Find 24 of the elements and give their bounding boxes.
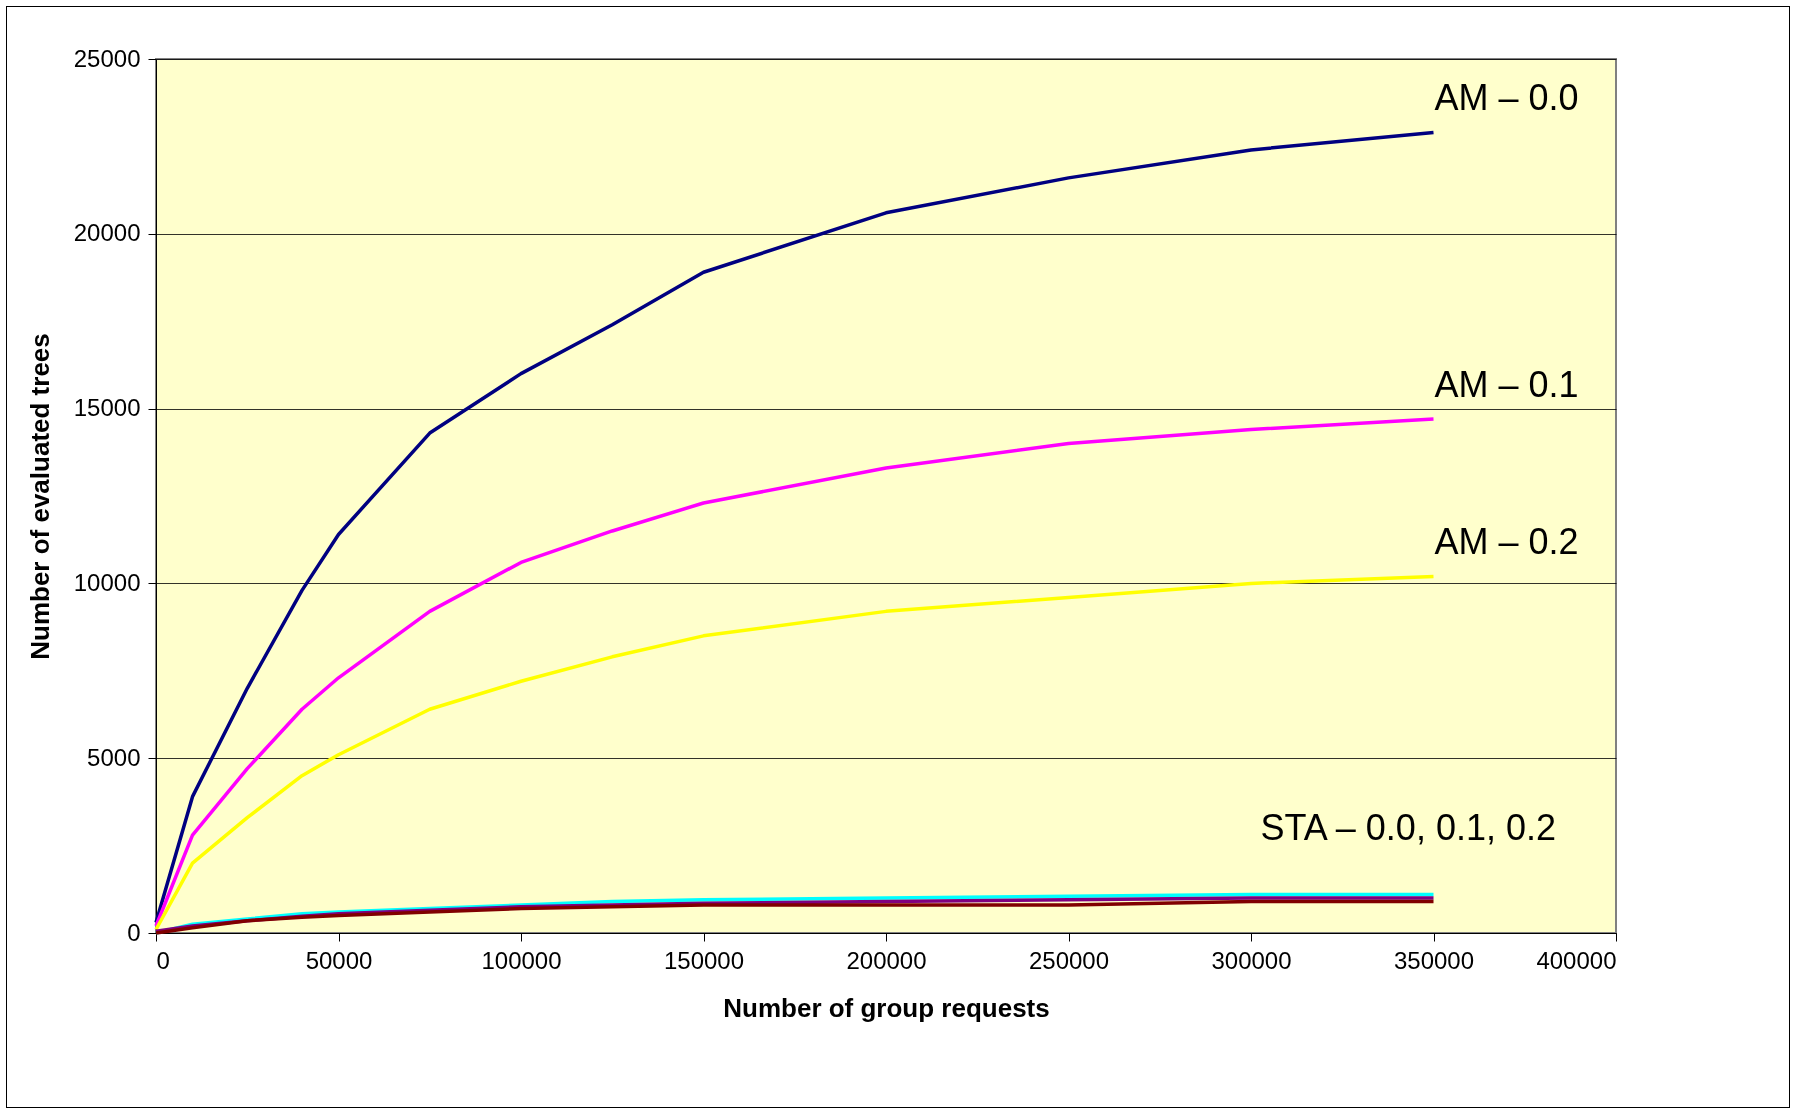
x-tick-label: 50000	[305, 946, 373, 974]
x-tick-label: 400000	[1536, 946, 1617, 974]
x-tick-label: 350000	[1393, 946, 1475, 974]
series-label: AM – 0.2	[1434, 521, 1579, 563]
x-tick-label: 0	[156, 946, 170, 974]
y-axis-title: Number of evaluated trees	[24, 333, 55, 660]
y-tick-label: 0	[127, 918, 141, 946]
annotation: STA – 0.0, 0.1, 0.2	[1260, 807, 1556, 848]
x-axis-title: Number of group requests	[723, 992, 1050, 1023]
line-series	[154, 574, 1436, 932]
line-series	[154, 417, 1436, 928]
series-label: AM – 0.0	[1434, 77, 1579, 119]
y-tick-label: 5000	[87, 743, 141, 771]
y-tick-label: 20000	[73, 219, 141, 247]
x-tick-label: 250000	[1028, 946, 1110, 974]
x-tick-label: 300000	[1211, 946, 1292, 974]
x-tick-label: 200000	[846, 946, 927, 974]
x-tick-label: 150000	[663, 946, 745, 974]
y-tick-label: 10000	[73, 568, 141, 596]
series-label: AM – 0.1	[1434, 364, 1579, 406]
line-series	[154, 130, 1436, 925]
y-tick-label: 25000	[73, 44, 141, 72]
x-tick-label: 100000	[481, 946, 562, 974]
y-tick-label: 15000	[73, 394, 141, 422]
